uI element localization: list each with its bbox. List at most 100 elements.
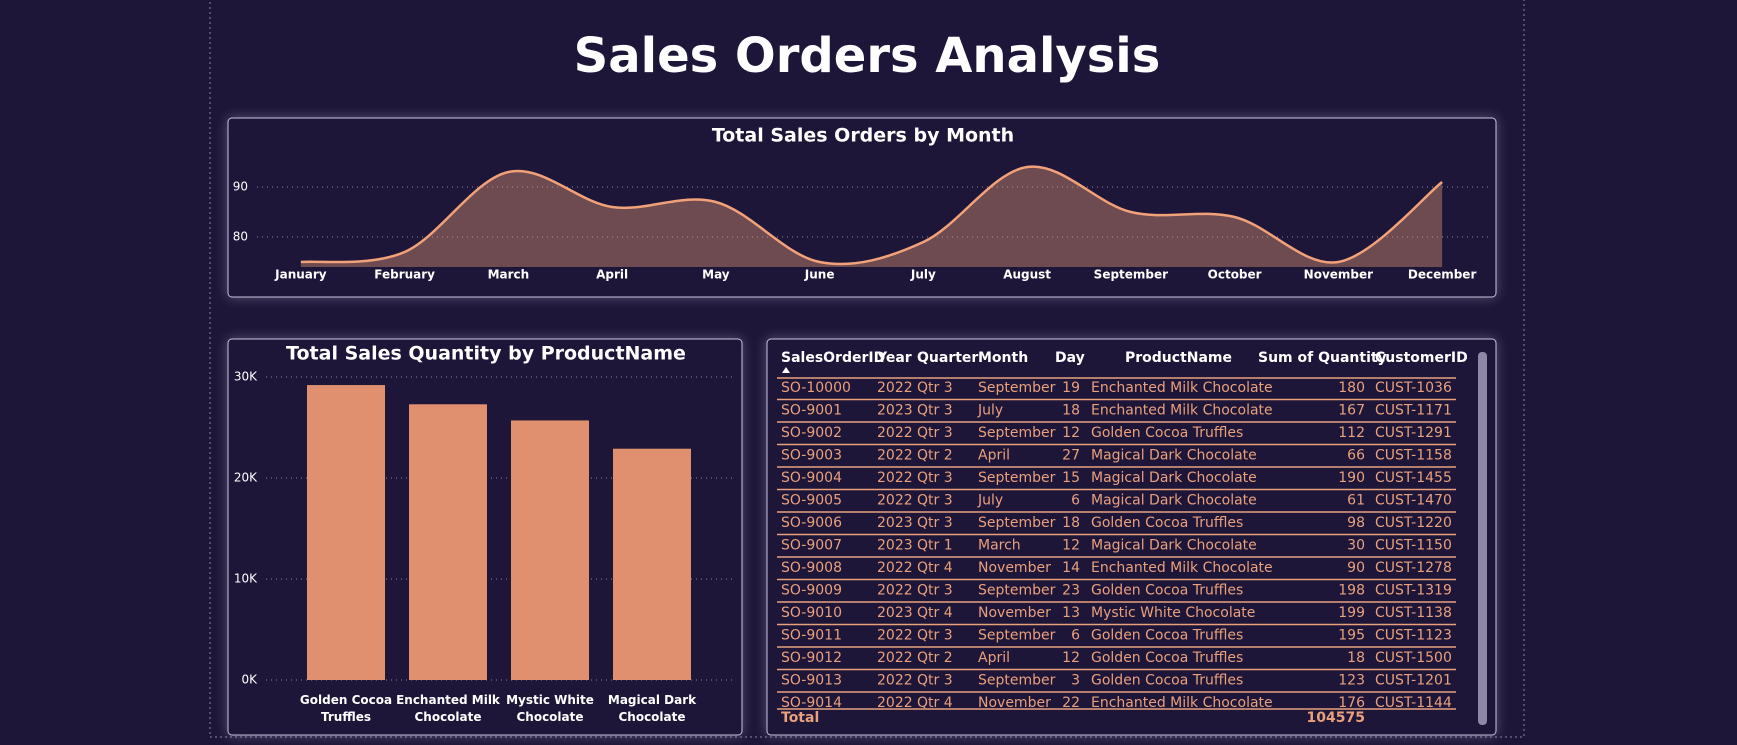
table-cell: CUST-1201 <box>1375 673 1452 689</box>
table-cell: CUST-1138 <box>1375 605 1452 621</box>
table-cell: 12 <box>1062 538 1080 554</box>
table-cell: Qtr 3 <box>917 425 953 441</box>
x-tick-label-box: Magical Dark Chocolate <box>607 693 697 724</box>
y-tick-label: 90 <box>233 180 248 194</box>
table-cell: Mystic White Chocolate <box>1091 605 1255 621</box>
sort-indicator <box>782 367 790 373</box>
table-cell: 112 <box>1338 425 1365 441</box>
table-cell: SO-9004 <box>781 470 842 486</box>
table-cell: 2022 <box>877 673 913 689</box>
chart-title: Total Sales Orders by Month <box>712 125 1014 147</box>
table-cell: 2022 <box>877 695 913 711</box>
page-title: Sales Orders Analysis <box>574 28 1161 84</box>
table-cell: March <box>978 538 1021 554</box>
table-cell: SO-9008 <box>781 560 842 576</box>
table-cell: Golden Cocoa Truffles <box>1091 673 1243 689</box>
y-tick-label: 0K <box>241 673 258 687</box>
table-cell: September <box>978 628 1056 644</box>
x-tick-label: October <box>1208 268 1262 282</box>
table-cell: SO-9003 <box>781 448 842 464</box>
x-tick-label: May <box>702 268 730 282</box>
table-cell: Qtr 4 <box>917 605 953 621</box>
table-cell: 30 <box>1347 538 1365 554</box>
table-cell: Qtr 3 <box>917 403 953 419</box>
table-cell: CUST-1319 <box>1375 583 1452 599</box>
table-cell: 2022 <box>877 560 913 576</box>
table-cell: CUST-1036 <box>1375 380 1452 396</box>
column-header: Sum of Quantity <box>1258 350 1387 366</box>
column-header: Day <box>1055 350 1085 366</box>
table-cell: 2022 <box>877 448 913 464</box>
x-tick-label: July <box>910 268 936 282</box>
scrollbar[interactable] <box>1478 352 1487 725</box>
x-tick-label: Golden Cocoa Truffles <box>299 693 393 724</box>
table-cell: CUST-1278 <box>1375 560 1452 576</box>
table-cell: April <box>978 650 1010 666</box>
table-cell: 18 <box>1347 650 1365 666</box>
table-cell: Golden Cocoa Truffles <box>1091 628 1243 644</box>
table-cell: CUST-1158 <box>1375 448 1452 464</box>
table-cell: 6 <box>1071 493 1080 509</box>
table-cell: Qtr 3 <box>917 493 953 509</box>
table-cell: CUST-1171 <box>1375 403 1452 419</box>
table-cell: 19 <box>1062 380 1080 396</box>
table-cell: Qtr 3 <box>917 583 953 599</box>
x-tick-label: Magical Dark Chocolate <box>607 693 697 724</box>
table-cell: Qtr 3 <box>917 515 953 531</box>
table-cell: Magical Dark Chocolate <box>1091 448 1257 464</box>
table-cell: 98 <box>1347 515 1365 531</box>
total-label: Total <box>781 710 819 726</box>
total-value: 104575 <box>1307 710 1365 726</box>
table-cell: 2023 <box>877 605 913 621</box>
table-cell: 123 <box>1338 673 1365 689</box>
table-cell: Golden Cocoa Truffles <box>1091 515 1243 531</box>
table-cell: 22 <box>1062 695 1080 711</box>
y-tick-label: 30K <box>234 370 258 384</box>
table-cell: 18 <box>1062 403 1080 419</box>
canvas-border <box>209 0 1525 738</box>
table-cell: 61 <box>1347 493 1365 509</box>
table-cell: CUST-1144 <box>1375 695 1452 711</box>
table-cell: SO-9002 <box>781 425 842 441</box>
table-cell: 27 <box>1062 448 1080 464</box>
x-tick-label: April <box>596 268 628 282</box>
table-cell: April <box>978 448 1010 464</box>
table-cell: CUST-1123 <box>1375 628 1452 644</box>
x-tick-label: November <box>1304 268 1373 282</box>
x-tick-label-box: Golden Cocoa Truffles <box>299 693 393 724</box>
table-cell: Qtr 3 <box>917 673 953 689</box>
table-cell: September <box>978 673 1056 689</box>
y-tick-label: 80 <box>233 230 248 244</box>
table-cell: Golden Cocoa Truffles <box>1091 583 1243 599</box>
table-cell: 198 <box>1338 583 1365 599</box>
column-header: Year <box>876 350 912 366</box>
table-cell: CUST-1455 <box>1375 470 1452 486</box>
x-tick-label: March <box>488 268 530 282</box>
y-tick-label: 10K <box>234 572 258 586</box>
table-cell: SO-9006 <box>781 515 842 531</box>
x-tick-label: June <box>804 268 835 282</box>
table-cell: 176 <box>1338 695 1365 711</box>
table-body: SO-10000 2022 Qtr 3 September 19 Enchanted Mi… <box>777 380 1456 711</box>
table-cell: 12 <box>1062 650 1080 666</box>
table-cell: July <box>977 403 1003 419</box>
x-tick-label: Enchanted Milk Chocolate <box>396 693 500 724</box>
table-cell: Qtr 4 <box>917 560 953 576</box>
table-cell: Qtr 3 <box>917 380 953 396</box>
x-tick-label-box: Enchanted Milk Chocolate <box>396 693 500 724</box>
table-cell: 180 <box>1338 380 1365 396</box>
x-tick-label: Mystic White Chocolate <box>506 693 594 724</box>
x-tick-label-box: Mystic White Chocolate <box>506 693 594 724</box>
table-cell: 23 <box>1062 583 1080 599</box>
table-cell: 2022 <box>877 470 913 486</box>
table-cell: Magical Dark Chocolate <box>1091 493 1257 509</box>
table-cell: Golden Cocoa Truffles <box>1091 425 1243 441</box>
column-header: ProductName <box>1125 350 1232 366</box>
table-cell: SO-9014 <box>781 695 842 711</box>
line-panel <box>227 117 1497 298</box>
table-cell: Qtr 4 <box>917 695 953 711</box>
x-tick-label: February <box>374 268 435 282</box>
table-cell: SO-9005 <box>781 493 842 509</box>
x-tick-label: December <box>1408 268 1477 282</box>
